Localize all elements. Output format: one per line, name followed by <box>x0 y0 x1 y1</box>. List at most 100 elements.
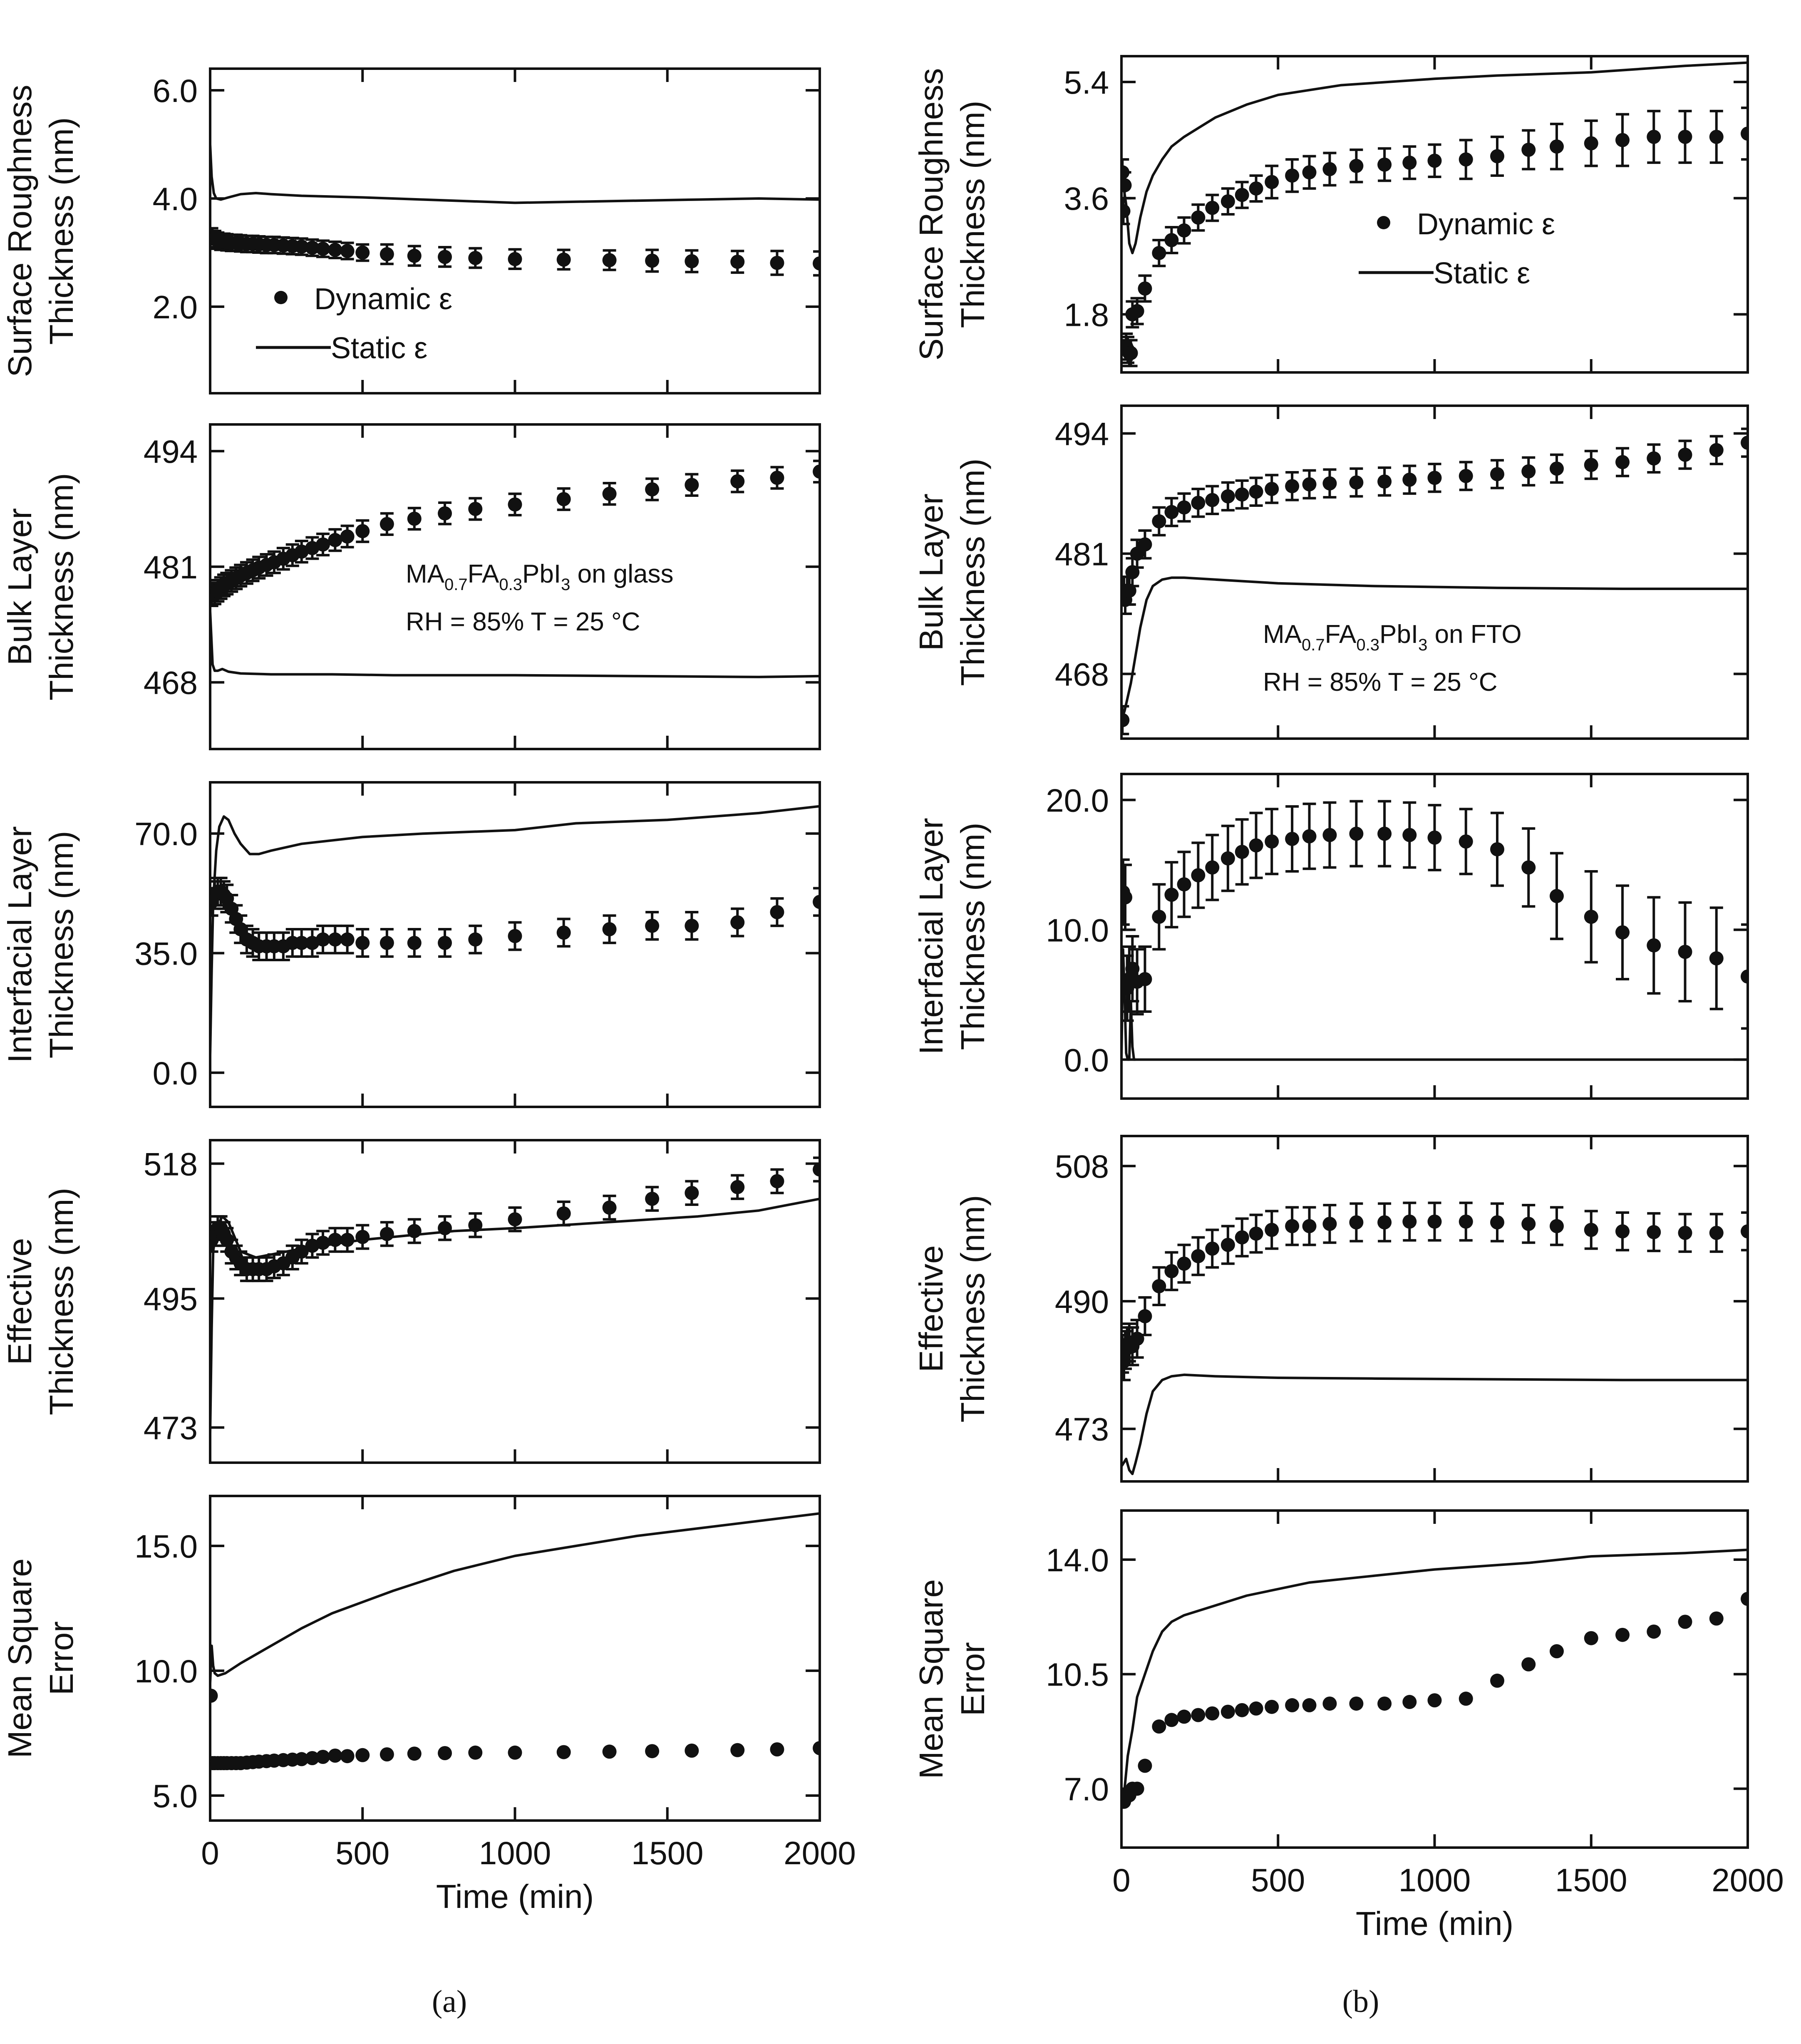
dynamic-point <box>770 905 784 919</box>
dynamic-point <box>1584 910 1598 924</box>
dynamic-point <box>1549 1219 1564 1233</box>
dynamic-point <box>328 932 342 947</box>
dynamic-point <box>1615 133 1630 147</box>
dynamic-point <box>1265 482 1279 496</box>
dynamic-point <box>1265 1223 1279 1237</box>
y-tick-label: 495 <box>144 1280 198 1317</box>
plot-area <box>210 459 820 678</box>
static-series-line <box>210 611 820 678</box>
dynamic-point <box>1647 1624 1661 1639</box>
y-axis-label-line2: Error <box>43 1621 80 1695</box>
dynamic-point <box>1177 500 1191 515</box>
y-axis-label-line2: Thickness (nm) <box>43 117 80 345</box>
dynamic-point <box>602 922 617 937</box>
dynamic-point <box>438 506 452 521</box>
y-tick-label: 0.0 <box>1064 1042 1109 1078</box>
y-axis-label-line2: Thickness (nm) <box>43 473 80 701</box>
dynamic-point <box>355 1230 370 1244</box>
dynamic-point <box>1427 1214 1442 1229</box>
dynamic-point <box>1647 938 1661 953</box>
dynamic-point <box>328 243 342 257</box>
y-tick-label: 490 <box>1055 1283 1109 1320</box>
dynamic-point <box>316 241 330 256</box>
dynamic-point <box>1235 487 1249 502</box>
dynamic-point <box>1427 1693 1442 1708</box>
dynamic-point <box>1191 868 1206 883</box>
panel-a-caption: (a) <box>432 1984 467 2019</box>
dynamic-point <box>1427 154 1442 168</box>
dynamic-point <box>556 492 571 506</box>
dynamic-point <box>1549 139 1564 154</box>
formula-part: on FTO <box>1427 620 1521 649</box>
dynamic-point <box>1709 1225 1724 1240</box>
dynamic-point <box>602 1744 617 1759</box>
dynamic-point <box>1615 455 1630 469</box>
formula-part: on glass <box>570 560 673 588</box>
formula-subscript: 0.7 <box>1302 636 1325 654</box>
y-axis-label-line1: Bulk Layer <box>913 494 950 651</box>
dynamic-point <box>1741 1592 1748 1606</box>
dynamic-point <box>645 1744 660 1759</box>
dynamic-point <box>1138 1309 1152 1324</box>
dynamic-point <box>1177 877 1191 892</box>
dynamic-point <box>1521 1657 1536 1672</box>
dynamic-point <box>685 254 699 268</box>
dynamic-point <box>1615 1627 1630 1642</box>
dynamic-point <box>1205 1241 1220 1256</box>
dynamic-point <box>468 932 483 947</box>
dynamic-point <box>305 541 320 556</box>
static-series-line <box>1121 61 1748 255</box>
y-axis-label-line1: Interfacial Layer <box>913 818 950 1054</box>
y-tick-label: 468 <box>1055 656 1109 692</box>
plot-area <box>210 805 820 1056</box>
dynamic-point <box>1459 1692 1473 1706</box>
dynamic-point <box>1549 461 1564 476</box>
dynamic-point <box>770 471 784 485</box>
dynamic-point <box>1205 860 1220 875</box>
static-series-line <box>210 1197 820 1434</box>
dynamic-point <box>1459 834 1473 849</box>
dynamic-point <box>1490 1215 1504 1230</box>
dynamic-point <box>305 1238 320 1253</box>
plot-area <box>1121 61 1748 367</box>
dynamic-point <box>1678 129 1692 144</box>
dynamic-point <box>1121 890 1133 905</box>
dynamic-point <box>1191 1249 1206 1263</box>
static-series-line <box>210 144 820 204</box>
dynamic-point <box>1490 149 1504 164</box>
panel-b-caption: (b) <box>1342 1984 1379 2019</box>
x-tick-label: 1500 <box>1555 1862 1627 1898</box>
dynamic-point <box>340 244 355 258</box>
dynamic-point <box>1302 165 1317 180</box>
dynamic-point <box>1490 1673 1504 1688</box>
dynamic-point <box>1285 168 1300 183</box>
y-axis-label-line1: Surface Roughness <box>1 85 38 377</box>
chart-b5: 7.0 10.5 14.0 0 500 1000 1500 2000 Time (min) Mea… <box>913 1509 1784 1942</box>
x-tick-label: 0 <box>201 1835 219 1871</box>
y-tick-label: 468 <box>144 665 198 701</box>
dynamic-point <box>340 1749 355 1764</box>
dynamic-point <box>813 256 820 270</box>
plot-area <box>1121 427 1748 735</box>
static-series-line <box>1121 948 1748 1061</box>
y-tick-label: 7.0 <box>1064 1771 1109 1807</box>
y-axis-label-line2: Thickness (nm) <box>954 101 991 328</box>
dynamic-point <box>508 929 522 943</box>
dynamic-point <box>1584 458 1598 472</box>
dynamic-point <box>1138 281 1152 296</box>
dynamic-point <box>1235 845 1249 859</box>
dynamic-point <box>645 482 660 496</box>
sample-formula: MA0.7FA0.3PbI3 on FTO <box>1263 620 1522 654</box>
dynamic-point <box>1235 188 1249 202</box>
dynamic-point <box>685 918 699 933</box>
y-tick-label: 6.0 <box>153 72 198 109</box>
dynamic-point <box>556 925 571 940</box>
y-tick-label: 35.0 <box>134 935 198 972</box>
dynamic-point <box>1647 129 1661 144</box>
y-axis-label-line1: Effective <box>913 1245 950 1372</box>
dynamic-point <box>1402 1214 1417 1229</box>
dynamic-point <box>1402 155 1417 170</box>
dynamic-point <box>305 241 320 255</box>
dynamic-point <box>294 1752 309 1766</box>
static-series-line <box>1121 1548 1748 1806</box>
